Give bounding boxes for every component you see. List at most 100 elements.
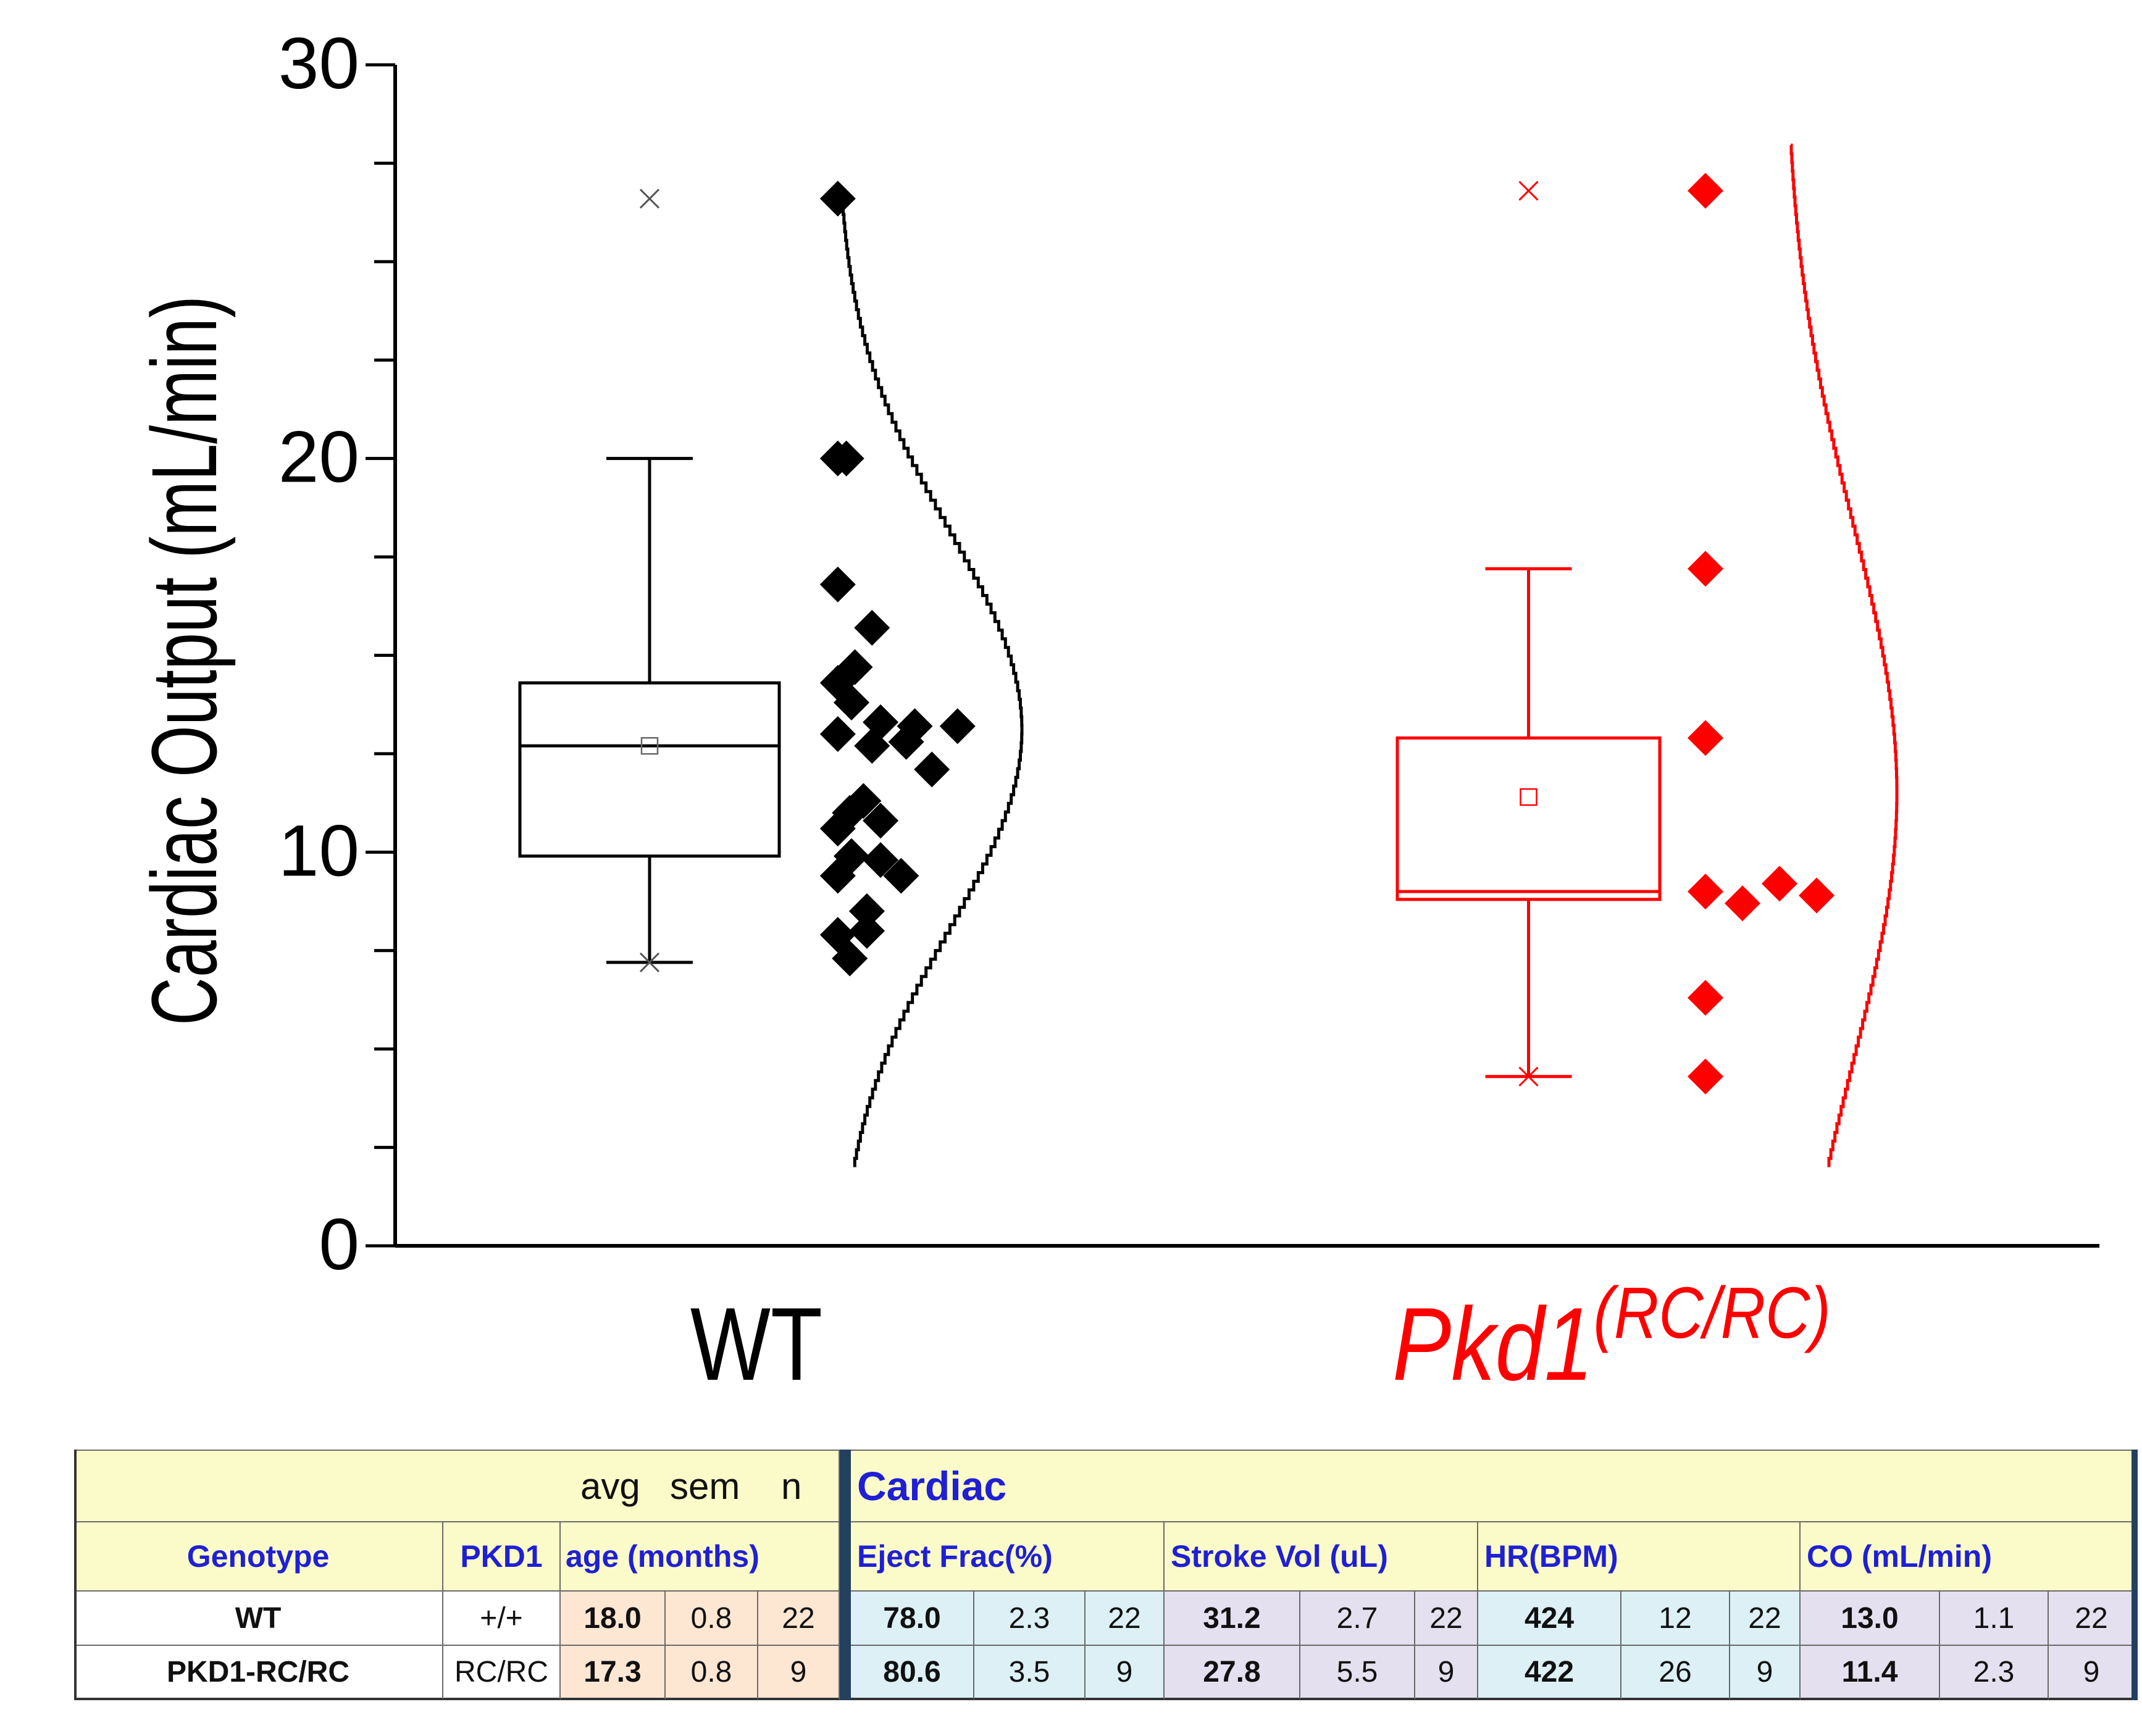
row-rc-ef-n: 9 (1086, 1646, 1165, 1700)
col-heart-rate: HR(BPM) (1478, 1522, 1801, 1592)
header-section-cardiac: Cardiac (851, 1450, 2135, 1522)
row-rc-sv-avg: 27.8 (1165, 1646, 1300, 1700)
chart-groups: WT Pkd1(RC/RC) (518, 143, 1899, 1403)
min-marker (639, 952, 660, 972)
row-rc-hr-avg: 422 (1478, 1646, 1621, 1700)
row-wt-age-avg: 18.0 (561, 1592, 666, 1646)
row-wt-pkd1: +/+ (443, 1592, 561, 1646)
row-wt-ef-sem: 2.3 (974, 1592, 1086, 1646)
cardiac-output-chart: 0 10 20 30 WT Pkd1(RC/RC) Cardiac Output (mL… (133, 23, 2099, 1403)
col-age: age (months) (561, 1522, 840, 1592)
data-point (848, 893, 885, 929)
data-point (828, 440, 864, 477)
group-wt: WT (518, 180, 1024, 1402)
data-point (854, 609, 890, 646)
data-point (819, 566, 856, 603)
row-wt-hr-n: 22 (1730, 1592, 1801, 1646)
data-point (1688, 874, 1723, 910)
col-eject-frac: Eject Frac(%) (851, 1522, 1165, 1592)
header-n: n (781, 1465, 802, 1507)
header-sem: sem (670, 1465, 740, 1507)
row-wt-sv-n: 22 (1415, 1592, 1478, 1646)
mean-marker (640, 737, 659, 755)
row-wt-sv-avg: 31.2 (1165, 1592, 1300, 1646)
table-separator-left (840, 1450, 851, 1700)
y-tick-label: 20 (278, 417, 359, 498)
cardiac-data-table: avg sem n Cardiac Genotype PKD1 age (mon… (74, 1450, 2138, 1700)
row-rc-co-avg: 11.4 (1801, 1646, 1940, 1700)
row-rc-co-n: 9 (2049, 1646, 2135, 1700)
y-tick-label: 0 (319, 1204, 359, 1285)
group-label-main: Pkd1 (1392, 1287, 1593, 1402)
distribution-curve (842, 204, 1024, 1167)
row-rc-hr-n: 9 (1730, 1646, 1801, 1700)
marker-stroke (639, 952, 660, 972)
data-point (819, 180, 856, 217)
row-rc-ef-avg: 80.6 (851, 1646, 974, 1700)
data-point (819, 716, 856, 753)
chart-axes: 0 10 20 30 (278, 23, 2099, 1285)
data-point (1688, 980, 1723, 1016)
row-rc-age-n: 9 (758, 1646, 840, 1700)
row-rc-ef-sem: 3.5 (974, 1646, 1086, 1700)
data-point (834, 685, 870, 721)
group-label: Pkd1(RC/RC) (1392, 1272, 1831, 1402)
row-wt-hr-sem: 12 (1621, 1592, 1730, 1646)
table-separator-right (2132, 1450, 2138, 1700)
col-cardiac-output: CO (mL/min) (1801, 1522, 2135, 1592)
col-genotype: Genotype (74, 1522, 443, 1592)
row-rc-age-sem: 0.8 (666, 1646, 758, 1700)
mean-marker (1520, 788, 1537, 806)
row-wt-ef-n: 22 (1086, 1592, 1165, 1646)
max-marker (1518, 180, 1539, 201)
iqr-box (518, 681, 781, 858)
group-label: WT (690, 1286, 822, 1402)
data-point (1799, 877, 1835, 914)
data-point (848, 912, 885, 949)
row-rc-sv-sem: 5.5 (1300, 1646, 1415, 1700)
data-point (1688, 551, 1723, 587)
data-point (832, 940, 868, 977)
row-wt-co-avg: 13.0 (1801, 1592, 1940, 1646)
marker-stroke (1518, 1066, 1539, 1087)
row-wt-age-sem: 0.8 (666, 1592, 758, 1646)
row-rc-hr-sem: 26 (1621, 1646, 1730, 1700)
row-rc-sv-n: 9 (1415, 1646, 1478, 1700)
data-point (888, 724, 924, 760)
table-left-edge (74, 1450, 77, 1700)
data-point (1688, 720, 1723, 756)
group-label-superscript: (RC/RC) (1593, 1272, 1830, 1353)
min-marker (1518, 1066, 1539, 1087)
distribution-curve (1789, 143, 1899, 1167)
row-wt-hr-avg: 424 (1478, 1592, 1621, 1646)
data-point (1725, 885, 1760, 922)
data-point (1688, 1058, 1723, 1095)
row-rc-co-sem: 2.3 (1940, 1646, 2049, 1700)
data-point (914, 751, 950, 788)
row-wt-genotype: WT (74, 1592, 443, 1646)
data-point (819, 811, 856, 847)
row-wt-co-sem: 1.1 (1940, 1592, 2049, 1646)
col-stroke-vol: Stroke Vol (uL) (1165, 1522, 1478, 1592)
y-tick-label: 30 (278, 23, 359, 104)
data-point (863, 842, 899, 878)
data-point (883, 858, 919, 894)
data-point (939, 708, 976, 745)
row-rc-genotype: PKD1-RC/RC (74, 1646, 443, 1700)
data-point (837, 649, 873, 685)
group-pkd1-rc: Pkd1(RC/RC) (1392, 143, 1899, 1403)
row-rc-age-avg: 17.3 (561, 1646, 666, 1700)
y-tick-label: 10 (278, 810, 359, 891)
data-point (1762, 866, 1797, 902)
data-point (863, 803, 899, 839)
row-wt-ef-avg: 78.0 (851, 1592, 974, 1646)
row-wt-sv-sem: 2.7 (1300, 1592, 1415, 1646)
data-point (819, 858, 856, 894)
row-wt-co-n: 22 (2049, 1592, 2135, 1646)
row-wt-age-n: 22 (758, 1592, 840, 1646)
y-axis-label: Cardiac Output (mL/min) (133, 296, 236, 1025)
header-top-spacer: avg sem n (74, 1450, 840, 1522)
row-rc-pkd1: RC/RC (443, 1646, 561, 1700)
data-point (1688, 173, 1723, 209)
header-avg: avg (580, 1465, 640, 1507)
